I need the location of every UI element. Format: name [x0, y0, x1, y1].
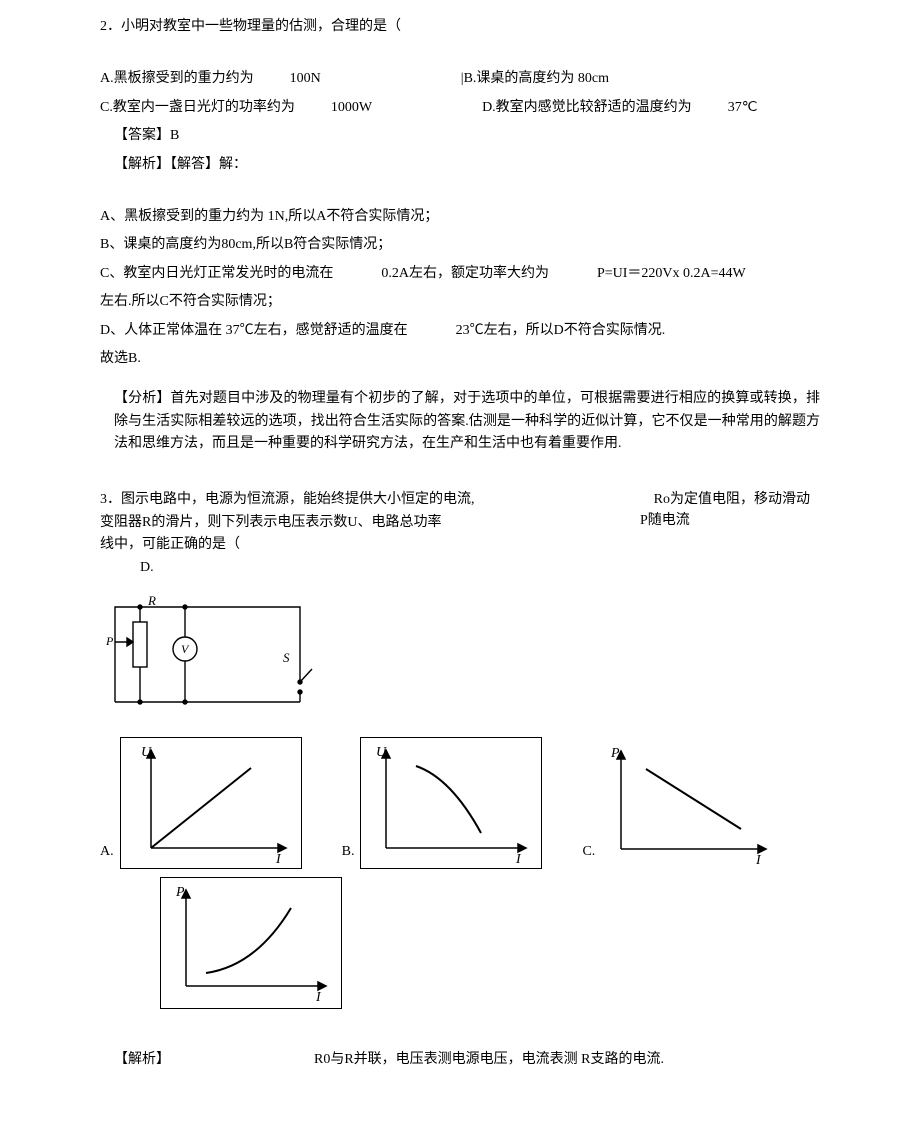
q2-analysis-body: 首先对题目中涉及的物理量有个初步的了解，对于选项中的单位，可根据需要进行相应的换… [114, 391, 820, 451]
q2-jiexi-hdr: 【解析】【解答】解： [100, 154, 820, 176]
q2-expB: B、课桌的高度约为80cm,所以B符合实际情况； [100, 234, 820, 256]
circuit-label-r: R [147, 593, 156, 608]
q3-line2-right: P随电流 [640, 512, 820, 534]
circuit-label-p: P [105, 634, 114, 648]
q2-stem: 2．小明对教室中一些物理量的估测，合理的是（ [100, 16, 820, 38]
graph-b-xlab: I [515, 852, 522, 867]
graph-d-ylab: P [175, 885, 185, 900]
q2-optA-val: 100N [290, 68, 321, 90]
graph-b-ylab: U [376, 745, 387, 760]
graphs-row-1: A. U I B. [100, 737, 820, 869]
q3-stem-right: Ro为定值电阻，移动滑动 [654, 489, 810, 511]
graph-d-xlab: I [315, 990, 322, 1005]
graph-a: U I [120, 737, 302, 869]
q3-line2-left: 变阻器R的滑片，则下列表示电压表示数U、电路总功率 [100, 512, 640, 534]
q2-optA-label: A.黑板擦受到的重力约为 [100, 68, 254, 90]
q3-d-line: D. [100, 557, 820, 579]
q3-jiexi-right: R0与R并联，电压表测电源电压，电流表测 R支路的电流. [314, 1052, 664, 1067]
q2-expD2: 23℃左右，所以D不符合实际情况. [456, 320, 666, 342]
circuit-label-s: S [283, 650, 290, 665]
graph-c-item: C. P I [582, 739, 781, 869]
q2-expD1: D、人体正常体温在 37℃左右，感觉舒适的温度在 [100, 320, 408, 342]
q2-expC1: C、教室内日光灯正常发光时的电流在 [100, 263, 333, 285]
graph-b-label: B. [342, 841, 355, 869]
graph-d: P I [160, 877, 342, 1009]
q2-expD: D、人体正常体温在 37℃左右，感觉舒适的温度在 23℃左右，所以D不符合实际情… [100, 320, 820, 342]
q2-optD-label: D.教室内感觉比较舒适的温度约为 [482, 97, 692, 119]
q2-expA: A、黑板擦受到的重力约为 1N,所以A不符合实际情况； [100, 206, 820, 228]
q3-line3: 线中，可能正确的是（ [100, 534, 820, 556]
q2-expC4: 左右.所以C不符合实际情况； [100, 291, 820, 313]
graph-a-item: A. U I [100, 737, 302, 869]
circuit-label-v: V [181, 642, 190, 656]
graph-b-item: B. U I [342, 737, 543, 869]
q2-conclusion: 故选B. [100, 348, 820, 370]
q2-expC2: 0.2A左右，额定功率大约为 [381, 263, 549, 285]
graph-d-item: P I [160, 877, 820, 1009]
q2-options-row1: A.黑板擦受到的重力约为 100N | B.课桌的高度约为 80cm [100, 68, 820, 90]
graph-c-ylab: P [610, 746, 620, 761]
q2-expC3: P=UI＝220Vx 0.2A=44W [597, 263, 746, 285]
q2-analysis: 【分析】首先对题目中涉及的物理量有个初步的了解，对于选项中的单位，可根据需要进行… [100, 388, 820, 455]
q2-optB: B.课桌的高度约为 80cm [464, 68, 609, 90]
q2-answer: 【答案】B [100, 125, 820, 147]
graph-c: P I [601, 739, 781, 869]
q3-stem-left: 3．图示电路中，电源为恒流源，能始终提供大小恒定的电流, [100, 489, 475, 511]
q2-optC-label: C.教室内一盏日光灯的功率约为 [100, 97, 295, 119]
q2-expC: C、教室内日光灯正常发光时的电流在 0.2A左右，额定功率大约为 P=UI＝22… [100, 263, 820, 285]
graph-c-label: C. [582, 841, 595, 869]
q2-options-row2: C.教室内一盏日光灯的功率约为 1000W D.教室内感觉比较舒适的温度约为 3… [100, 97, 820, 119]
graph-b: U I [360, 737, 542, 869]
graph-a-label: A. [100, 841, 114, 869]
graph-a-ylab: U [141, 745, 152, 760]
graph-c-xlab: I [755, 853, 762, 868]
q2-optC-val: 1000W [331, 97, 372, 119]
q3-stem-block: 3．图示电路中，电源为恒流源，能始终提供大小恒定的电流, Ro为定值电阻，移动滑… [100, 489, 820, 579]
q3-jiexi-left: 【解析】 [114, 1052, 170, 1067]
circuit-diagram: P R V S [100, 587, 820, 725]
page-content: 2．小明对教室中一些物理量的估测，合理的是（ A.黑板擦受到的重力约为 100N… [0, 0, 920, 1092]
graphs-row-2: P I [160, 877, 820, 1009]
q2-analysis-hdr: 【分析】 [114, 391, 171, 406]
q2-optD-val: 37℃ [728, 97, 758, 119]
graph-a-xlab: I [275, 852, 282, 867]
q3-jiexi: 【解析】 R0与R并联，电压表测电源电压，电流表测 R支路的电流. [100, 1049, 820, 1071]
circuit-svg: P R V S [100, 587, 320, 717]
